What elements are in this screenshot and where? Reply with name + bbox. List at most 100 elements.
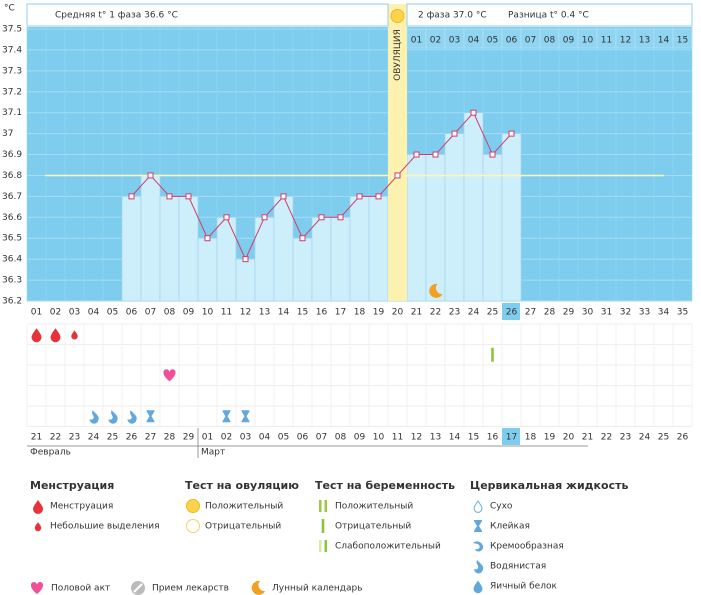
legend-title: Тест на беременность xyxy=(315,479,455,492)
header-box xyxy=(26,3,389,27)
x-tick-label: 06 xyxy=(126,308,138,318)
date-label: 24 xyxy=(639,433,651,443)
month-label: Февраль xyxy=(30,448,71,458)
date-label: 16 xyxy=(487,433,499,443)
point xyxy=(223,214,230,221)
x-tick-label: 16 xyxy=(316,308,328,318)
bar xyxy=(292,237,313,302)
x-tick-label: 21 xyxy=(411,308,422,318)
bar xyxy=(216,217,237,302)
date-label: 14 xyxy=(449,433,461,443)
date-label: 06 xyxy=(297,433,309,443)
x-tick-label: 15 xyxy=(297,308,308,318)
x-tick-label: 19 xyxy=(373,308,385,318)
x-tick-label: 31 xyxy=(601,308,612,318)
date-label: 13 xyxy=(430,433,441,443)
legend-icon xyxy=(33,500,43,514)
header-box xyxy=(406,3,693,27)
date-label: 21 xyxy=(582,433,593,443)
point xyxy=(451,130,458,137)
legend-title: Менструация xyxy=(30,479,114,492)
point xyxy=(508,130,515,137)
x-tick-label: 27 xyxy=(525,308,536,318)
legend-label: Положительный xyxy=(335,502,413,512)
date-label: 20 xyxy=(563,433,575,443)
date-label: 18 xyxy=(525,433,537,443)
point xyxy=(128,193,135,200)
date-label: 04 xyxy=(259,433,271,443)
ovulation-sun xyxy=(390,9,405,23)
bar xyxy=(368,196,389,302)
legend-icon xyxy=(474,560,484,574)
y-unit: °C xyxy=(4,4,15,14)
phase2-day: 13 xyxy=(639,36,650,46)
phase2-day: 05 xyxy=(487,36,498,46)
date-label: 25 xyxy=(107,433,118,443)
x-tick-label: 30 xyxy=(582,308,594,318)
bar xyxy=(491,347,494,362)
point xyxy=(470,109,477,116)
symbol xyxy=(163,369,176,382)
y-tick-label: 37.3 xyxy=(2,66,22,76)
legend-icon xyxy=(131,581,145,595)
header-phase2: 2 фаза 37.0 °C xyxy=(418,11,487,21)
symbol xyxy=(50,328,61,343)
x-tick-label: 13 xyxy=(259,308,270,318)
point xyxy=(356,193,363,200)
ovulation-label: ОВУЛЯЦИЯ xyxy=(393,29,403,81)
date-label: 02 xyxy=(221,433,232,443)
phase2-day: 06 xyxy=(506,36,518,46)
legend-icon xyxy=(321,519,325,533)
date-label: 25 xyxy=(658,433,669,443)
drop xyxy=(34,522,42,532)
point xyxy=(413,151,420,158)
date-label: 22 xyxy=(601,433,612,443)
point xyxy=(375,193,382,200)
y-tick-label: 36.8 xyxy=(2,171,22,181)
point xyxy=(489,151,496,158)
x-tick-label: 01 xyxy=(31,308,42,318)
phase2-day: 11 xyxy=(601,36,612,46)
pill-cut xyxy=(133,583,143,593)
x-tick-label: 04 xyxy=(88,308,100,318)
drop xyxy=(33,500,43,514)
symbol xyxy=(241,410,250,423)
legend-icon xyxy=(473,500,483,513)
bar xyxy=(159,196,180,302)
ovulation-band xyxy=(388,4,407,301)
x-tick-label: 10 xyxy=(202,308,214,318)
x-tick-label: 14 xyxy=(278,308,290,318)
phase2-day: 09 xyxy=(563,36,575,46)
legend-icon xyxy=(186,499,200,513)
hourglass xyxy=(474,520,482,532)
sun xyxy=(186,499,200,513)
bar xyxy=(319,540,322,552)
y-tick-label: 36.9 xyxy=(2,150,22,160)
phase2-day: 01 xyxy=(411,36,422,46)
x-tick-label: 26 xyxy=(506,308,518,318)
watery xyxy=(474,560,484,574)
bar xyxy=(319,500,322,512)
legend-icon xyxy=(30,582,44,594)
point xyxy=(204,235,211,242)
legend-icon xyxy=(473,580,483,594)
x-tick-label: 02 xyxy=(50,308,61,318)
x-tick-label: 09 xyxy=(183,308,195,318)
bar xyxy=(444,133,465,302)
point xyxy=(318,214,325,221)
bar xyxy=(235,258,256,302)
y-tick-label: 36.4 xyxy=(2,255,22,265)
phase2-day: 15 xyxy=(677,36,688,46)
bar xyxy=(463,112,484,302)
legend-label: Менструация xyxy=(50,502,113,512)
moon xyxy=(251,580,265,595)
bar xyxy=(324,500,327,512)
date-label: 24 xyxy=(88,433,100,443)
y-tick-label: 37.5 xyxy=(2,25,22,35)
date-label: 23 xyxy=(620,433,631,443)
legend-label: Прием лекарств xyxy=(152,584,229,594)
phase2-day: 12 xyxy=(620,36,631,46)
moon xyxy=(429,283,443,298)
symbol xyxy=(146,410,155,423)
